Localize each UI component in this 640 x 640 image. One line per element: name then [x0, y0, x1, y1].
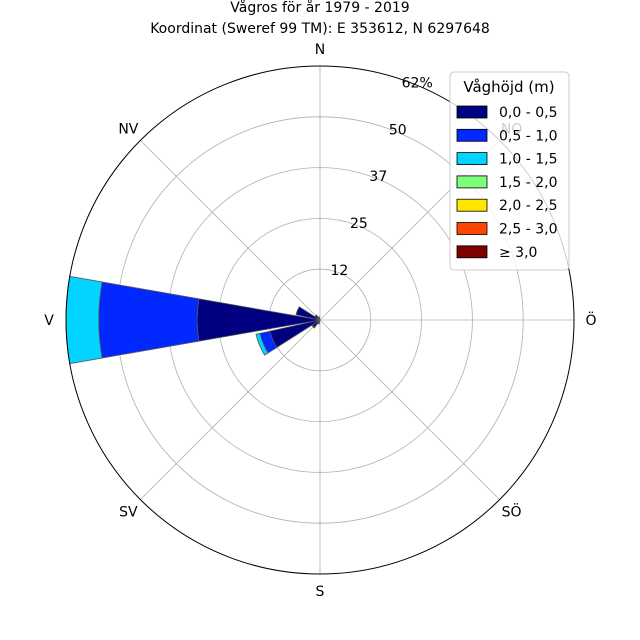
- legend-swatch-4: [456, 198, 488, 212]
- legend-box: [449, 71, 570, 271]
- legend-title: Våghöjd (m): [463, 78, 554, 96]
- direction-label-Ö: Ö: [585, 311, 596, 329]
- radial-tick-label-2: 37: [369, 169, 387, 185]
- legend-label-6: ≥ 3,0: [499, 245, 537, 261]
- rose-bar-247.5-2: [255, 332, 269, 356]
- radial-tick-label-1: 25: [350, 216, 368, 232]
- rose-bar-225-1: [311, 324, 316, 329]
- chart-subtitle: Koordinat (Sweref 99 TM): E 353612, N 62…: [150, 21, 490, 37]
- legend-swatch-0: [456, 105, 488, 119]
- direction-label-SÖ: SÖ: [502, 503, 522, 521]
- radial-tick-label-0: 12: [331, 263, 349, 279]
- legend-swatch-2: [456, 152, 488, 166]
- legend: Våghöjd (m) 0,0 - 0,5 0,5 - 1,0 1,0 - 1,5 1…: [449, 71, 570, 271]
- legend-swatch-6: [456, 245, 488, 259]
- rose-bar-270-2: [65, 275, 103, 365]
- legend-label-4: 2,0 - 2,5: [499, 198, 557, 214]
- radial-tick-labels: 12 25 37 50 62%: [331, 75, 433, 279]
- grid-spoke-NV: [140, 140, 321, 321]
- grid-spoke-SÖ: [319, 319, 500, 500]
- legend-swatch-5: [456, 222, 488, 235]
- legend-label-3: 1,5 - 2,0: [499, 175, 557, 191]
- direction-label-V: V: [44, 313, 54, 329]
- chart-title: Vågros för år 1979 - 2019: [230, 0, 409, 16]
- rose-bar-337.5-0: [317, 316, 321, 321]
- direction-label-NV: NV: [118, 121, 138, 137]
- legend-label-1: 0,5 - 1,0: [499, 128, 557, 144]
- radial-tick-label-4: 62%: [402, 75, 433, 91]
- legend-label-0: 0,0 - 0,5: [499, 105, 557, 121]
- direction-label-SV: SV: [119, 505, 138, 521]
- polar-outline: [65, 65, 575, 575]
- rose-bar-202.5-0: [317, 319, 321, 325]
- rose-bars: [65, 275, 321, 365]
- legend-label-2: 1,0 - 1,5: [499, 152, 557, 168]
- radial-tick-label-3: 50: [389, 122, 407, 138]
- grid-spoke-SV: [140, 319, 321, 500]
- legend-label-5: 2,5 - 3,0: [499, 222, 557, 238]
- direction-label-S: S: [316, 584, 325, 600]
- legend-swatch-1: [456, 128, 488, 142]
- direction-label-N: N: [315, 42, 325, 58]
- rose-bar-292.5-0: [295, 306, 321, 321]
- legend-swatch-3: [456, 175, 488, 189]
